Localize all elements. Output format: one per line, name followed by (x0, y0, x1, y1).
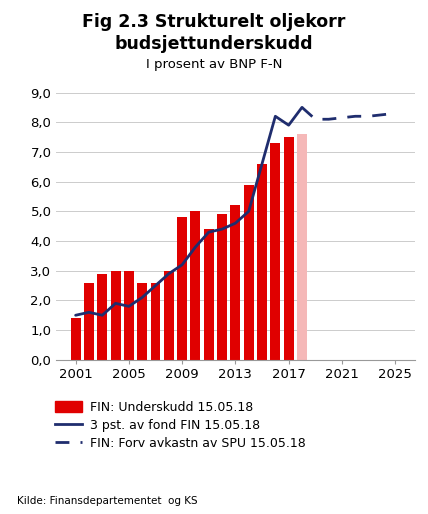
Bar (84, 283, 94, 360)
Text: Fig 2.3 Strukturelt oljekorr
budsjettunderskudd: Fig 2.3 Strukturelt oljekorr budsjettund… (82, 13, 346, 53)
Legend: FIN: Underskudd 15.05.18, 3 pst. av fond FIN 15.05.18, FIN: Forv avkastn av SPU : FIN: Underskudd 15.05.18, 3 pst. av fond… (55, 401, 306, 450)
Bar (164, 271, 174, 360)
Bar (97, 273, 107, 360)
Bar (110, 271, 121, 360)
Bar (270, 143, 280, 360)
Bar (204, 229, 214, 360)
Bar (244, 185, 254, 360)
Bar (230, 206, 241, 360)
Bar (297, 134, 307, 360)
Bar (257, 164, 267, 360)
Text: Kilde: Finansdepartementet  og KS: Kilde: Finansdepartementet og KS (17, 497, 198, 506)
Text: I prosent av BNP F-N: I prosent av BNP F-N (146, 58, 282, 70)
Bar (124, 271, 134, 360)
Bar (177, 217, 187, 360)
Bar (190, 211, 200, 360)
Bar (151, 283, 160, 360)
Bar (137, 283, 147, 360)
Bar (217, 214, 227, 360)
Bar (71, 318, 80, 360)
Bar (284, 137, 294, 360)
